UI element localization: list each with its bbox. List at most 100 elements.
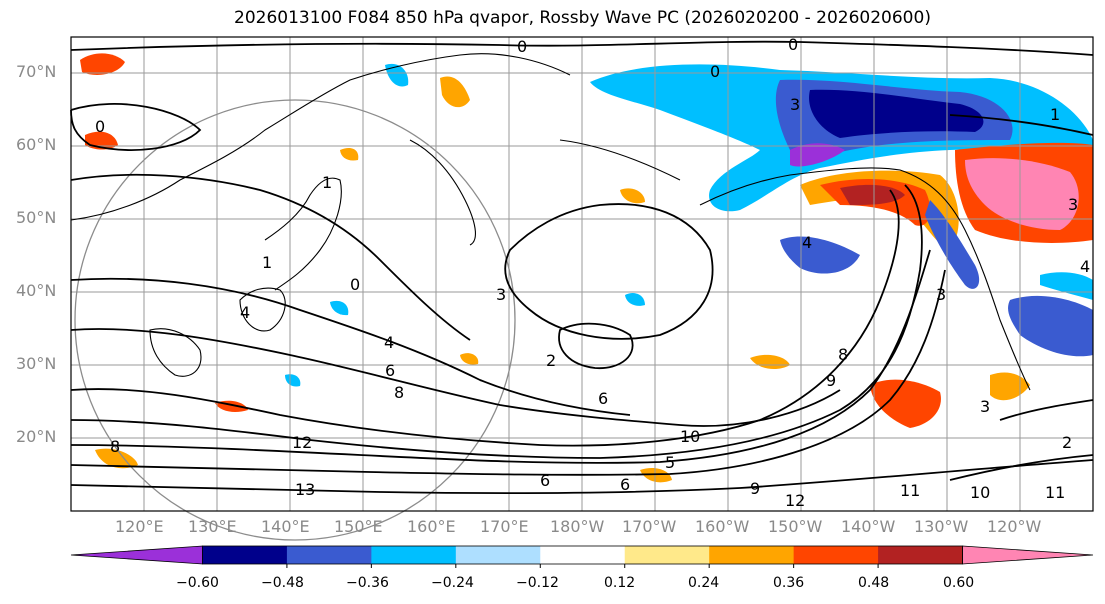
map-title: 2026013100 F084 850 hPa qvapor, Rossby W…	[234, 8, 931, 28]
negative-anomaly-westcoast-light	[1040, 272, 1093, 300]
contour-label: 1	[262, 253, 272, 272]
positive-anomaly-gulf-deep	[840, 184, 905, 205]
contour-label: 0	[517, 37, 527, 56]
colorbar-tick-label: 0.48	[858, 575, 890, 591]
colorbar-tick-label: −0.48	[261, 575, 304, 591]
colorbar-tick-label: −0.60	[176, 575, 219, 591]
region-circle	[74, 99, 516, 541]
positive-anomaly-small	[620, 188, 645, 204]
colorbar-segment	[202, 546, 288, 564]
lon-label: 130°W	[914, 517, 969, 536]
colorbar-segment	[709, 546, 795, 564]
lat-label: 60°N	[16, 135, 57, 154]
lat-label: 70°N	[16, 62, 57, 81]
lat-label: 20°N	[16, 427, 57, 446]
colorbar-tick-label: 0.36	[773, 575, 805, 591]
lon-label: 160°E	[407, 517, 456, 536]
positive-anomaly-small	[340, 148, 359, 161]
colorbar-extend-max	[962, 545, 1094, 565]
contour-label-layer: 0 0 0 0 1 1 3 2 6 4 6 8 13 11 10 11 12 9…	[95, 35, 1090, 510]
negative-anomaly-small	[330, 300, 349, 316]
negative-anomaly-alaska-deep	[809, 89, 984, 138]
positive-anomaly-small	[750, 354, 790, 370]
colorbar-border	[202, 545, 963, 565]
colorbar-tick-label: 0.12	[604, 575, 636, 591]
lat-label: 40°N	[16, 281, 57, 300]
positive-anomaly-small	[95, 448, 138, 469]
contour-label: 10	[680, 427, 700, 446]
contour-label: 3	[496, 285, 506, 304]
contour-label: 10	[970, 483, 990, 502]
colorbar-tick-label: 0.24	[688, 575, 720, 591]
lon-label: 160°W	[695, 517, 750, 536]
positive-anomaly-okhotsk	[440, 76, 470, 108]
graticule	[71, 37, 1093, 511]
contour-label: 3	[980, 397, 990, 416]
contour-label: 6	[598, 389, 608, 408]
contour-label: 4	[384, 333, 394, 352]
contour-label: 8	[110, 437, 120, 456]
colorbar-tick-label: −0.24	[431, 575, 474, 591]
lon-label: 140°W	[841, 517, 896, 536]
colorbar-extend-min	[70, 545, 203, 565]
contour-label: 0	[350, 275, 360, 294]
colorbar-segment	[455, 546, 541, 564]
colorbar-segment	[793, 546, 879, 564]
colorbar-tick-label: −0.12	[516, 575, 559, 591]
contour-label: 0	[788, 35, 798, 54]
positive-anomaly-siberia	[80, 53, 125, 75]
contour-label: 2	[1062, 433, 1072, 452]
colorbar-segment	[878, 546, 964, 564]
contour-label: 0	[95, 117, 105, 136]
lon-label: 150°W	[768, 517, 823, 536]
negative-anomaly-aleutian	[780, 236, 860, 274]
coastline-layer	[70, 53, 1031, 391]
contour-label: 6	[385, 361, 395, 380]
lon-label: 150°E	[334, 517, 383, 536]
positive-anomaly-small	[460, 353, 479, 365]
contour-layer	[70, 40, 1094, 495]
contour-label: 12	[785, 491, 805, 510]
contour-label: 12	[292, 433, 312, 452]
negative-anomaly-westcoast	[1008, 295, 1093, 357]
map-border	[70, 36, 1094, 512]
colorbar-tick-label: −0.36	[346, 575, 389, 591]
contour-label: 4	[802, 233, 812, 252]
contour-label: 4	[1080, 257, 1090, 276]
lon-label: 120°W	[987, 517, 1042, 536]
contour-label: 0	[710, 62, 720, 81]
contour-label: 8	[838, 345, 848, 364]
colorbar-segment	[540, 546, 626, 564]
contour-label: 9	[826, 371, 836, 390]
lon-label: 120°E	[115, 517, 164, 536]
lat-label: 30°N	[16, 354, 57, 373]
negative-anomaly-small	[625, 293, 645, 306]
colorbar-segment	[371, 546, 457, 564]
colorbar	[70, 545, 1094, 568]
lon-label: 180°W	[550, 517, 605, 536]
contour-label: 3	[1068, 195, 1078, 214]
contour-label: 9	[750, 479, 760, 498]
colorbar-tick-label: 0.60	[943, 575, 975, 591]
contour-label: 3	[790, 95, 800, 114]
lon-label: 140°E	[261, 517, 310, 536]
negative-anomaly-coast	[925, 200, 980, 289]
colorbar-segment	[286, 546, 372, 564]
contour-label: 3	[936, 285, 946, 304]
contour-label: 5	[665, 453, 675, 472]
contour-label: 13	[295, 480, 315, 499]
positive-anomaly-small	[640, 468, 672, 483]
contour-label: 1	[322, 173, 332, 192]
negative-anomaly-small	[285, 374, 301, 387]
contour-label: 11	[900, 481, 920, 500]
contour-label: 4	[240, 303, 250, 322]
lon-label: 170°W	[622, 517, 677, 536]
positive-anomaly-canada-pink	[965, 158, 1079, 230]
contour-label: 8	[394, 383, 404, 402]
colorbar-segment	[624, 546, 710, 564]
contour-label: 1	[1050, 105, 1060, 124]
contour-label: 6	[540, 471, 550, 490]
contour-label: 11	[1045, 483, 1065, 502]
lon-label: 170°E	[480, 517, 529, 536]
